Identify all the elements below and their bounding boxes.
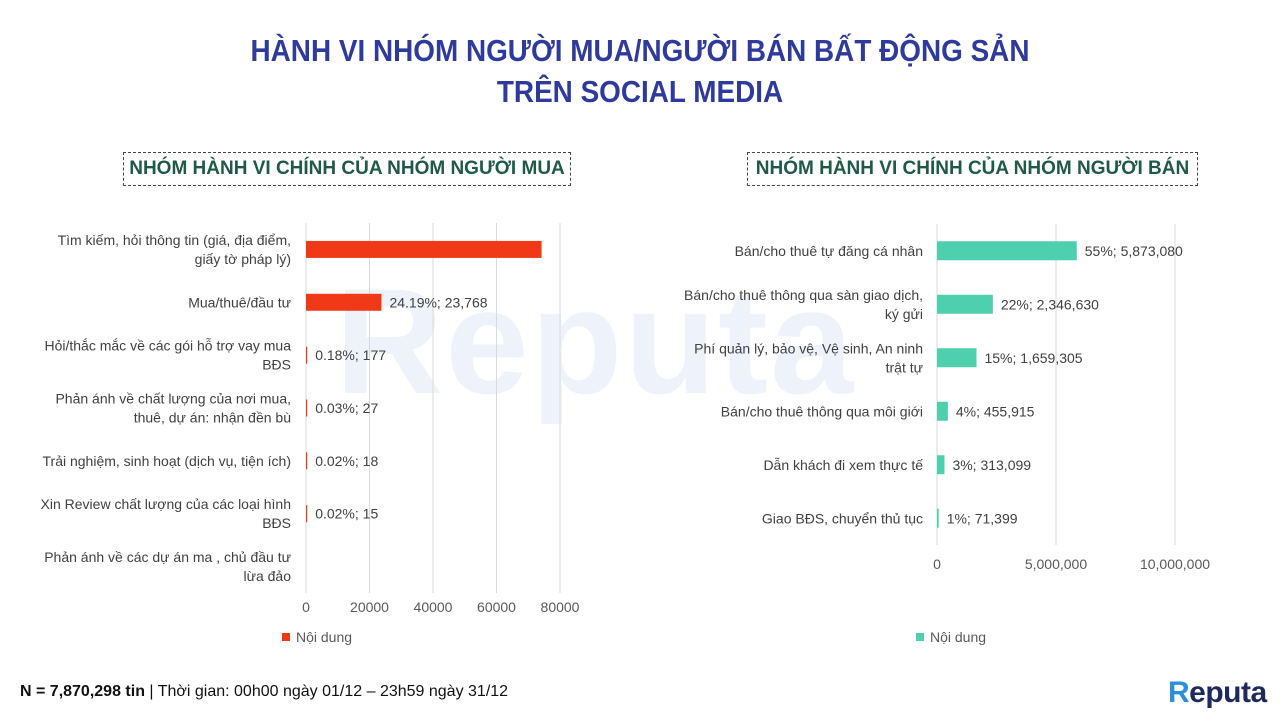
x-tick-label: 40000 xyxy=(414,599,453,615)
footer-period: | Thời gian: 00h00 ngày 01/12 – 23h59 ng… xyxy=(144,683,509,700)
data-label: 15%; 1,659,305 xyxy=(984,350,1082,366)
x-tick-label: 0 xyxy=(302,599,310,615)
bar xyxy=(306,399,308,417)
bar xyxy=(937,241,1077,261)
seller-panel-title: NHÓM HÀNH VI CHÍNH CỦA NHÓM NGƯỜI BÁN xyxy=(747,152,1198,186)
reputa-logo: Reputa xyxy=(1168,676,1267,709)
category-label: Bán/cho thuê thông qua môi giới xyxy=(721,403,923,419)
data-label: 0.02%; 18 xyxy=(315,453,378,469)
category-label: Bán/cho thuê thông qua sàn giao dịch, xyxy=(684,287,923,303)
data-label: 3%; 313,099 xyxy=(952,457,1031,473)
page-title-line2: TRÊN SOCIAL MEDIA xyxy=(496,74,784,109)
data-label: 0.18%; 177 xyxy=(315,347,386,363)
bar xyxy=(937,294,993,314)
x-tick-label: 60000 xyxy=(477,599,516,615)
buyer-bar-chart: 0 20000 40000 60000 80000 Tìm kiếm, hỏi thông… xyxy=(41,223,580,645)
seller-bar-chart: 0 5,000,000 10,000,000 Bán/cho thuê tự đăng… xyxy=(684,224,1210,645)
page-title: HÀNH VI NHÓM NGƯỜI MUA/NGƯỜI BÁN BẤT ĐỘN… xyxy=(64,30,1216,112)
bar xyxy=(937,348,977,368)
x-tick-label: 0 xyxy=(933,556,941,572)
x-tick-label: 20000 xyxy=(350,599,389,615)
category-label: Phản ánh về các dự án ma , chủ đầu tư xyxy=(44,549,291,565)
bar xyxy=(306,293,382,311)
category-label: Giao BĐS, chuyển thủ tục xyxy=(762,510,923,526)
legend-label: Nội dung xyxy=(296,629,352,645)
category-label: giấy tờ pháp lý) xyxy=(195,251,291,267)
data-label: 4%; 455,915 xyxy=(956,403,1035,419)
x-tick-label: 80000 xyxy=(541,599,580,615)
category-label: BĐS xyxy=(262,515,291,531)
category-label: thuê, dự án: nhận đền bù xyxy=(134,410,291,426)
x-tick-label: 5,000,000 xyxy=(1025,556,1087,572)
category-label: Phí quản lý, bảo vệ, Vệ sinh, An ninh xyxy=(694,340,923,356)
legend-swatch xyxy=(282,633,290,641)
x-tick-label: 10,000,000 xyxy=(1140,556,1210,572)
legend-swatch xyxy=(916,633,924,641)
data-label: 1%; 71,399 xyxy=(947,510,1018,526)
legend-label: Nội dung xyxy=(930,629,986,645)
category-label: ký gửi xyxy=(885,306,923,322)
page-title-line1: HÀNH VI NHÓM NGƯỜI MUA/NGƯỜI BÁN BẤT ĐỘN… xyxy=(250,33,1030,68)
category-label: Dẫn khách đi xem thực tế xyxy=(763,457,923,473)
category-label: Trải nghiệm, sinh hoạt (dịch vụ, tiện íc… xyxy=(43,453,292,469)
watermark-text: Reputa xyxy=(335,257,856,425)
data-label: 0.02%; 15 xyxy=(315,506,378,522)
category-label: BĐS xyxy=(262,357,291,373)
buyer-panel-title: NHÓM HÀNH VI CHÍNH CỦA NHÓM NGƯỜI MUA xyxy=(123,152,571,186)
data-label: 55%; 5,873,080 xyxy=(1085,243,1183,259)
category-label: Phản ánh về chất lượng của nơi mua, xyxy=(55,391,291,407)
bar xyxy=(937,508,939,528)
bar xyxy=(306,346,308,364)
category-label: Bán/cho thuê tự đăng cá nhân xyxy=(735,243,923,259)
bar xyxy=(306,240,542,258)
category-label: Hỏi/thắc mắc về các gói hỗ trợ vay mua xyxy=(44,338,291,354)
category-label: lừa đảo xyxy=(243,568,291,584)
bar xyxy=(937,455,945,475)
category-label: Tìm kiếm, hỏi thông tin (giá, địa điểm, xyxy=(58,232,291,248)
footer-sample-size: N = 7,870,298 tin xyxy=(20,683,145,700)
category-label: trật tự xyxy=(886,359,923,375)
category-label: Xin Review chất lượng của các loại hình xyxy=(41,496,291,512)
category-label: Mua/thuê/đầu tư xyxy=(188,294,291,310)
data-label: 22%; 2,346,630 xyxy=(1001,296,1099,312)
data-label: 0.03%; 27 xyxy=(315,400,378,416)
footer-note: N = 7,870,298 tin | Thời gian: 00h00 ngà… xyxy=(20,683,508,701)
data-label: 24.19%; 23,768 xyxy=(389,294,487,310)
bar xyxy=(306,452,308,470)
bar xyxy=(306,505,308,523)
bar xyxy=(937,401,948,421)
